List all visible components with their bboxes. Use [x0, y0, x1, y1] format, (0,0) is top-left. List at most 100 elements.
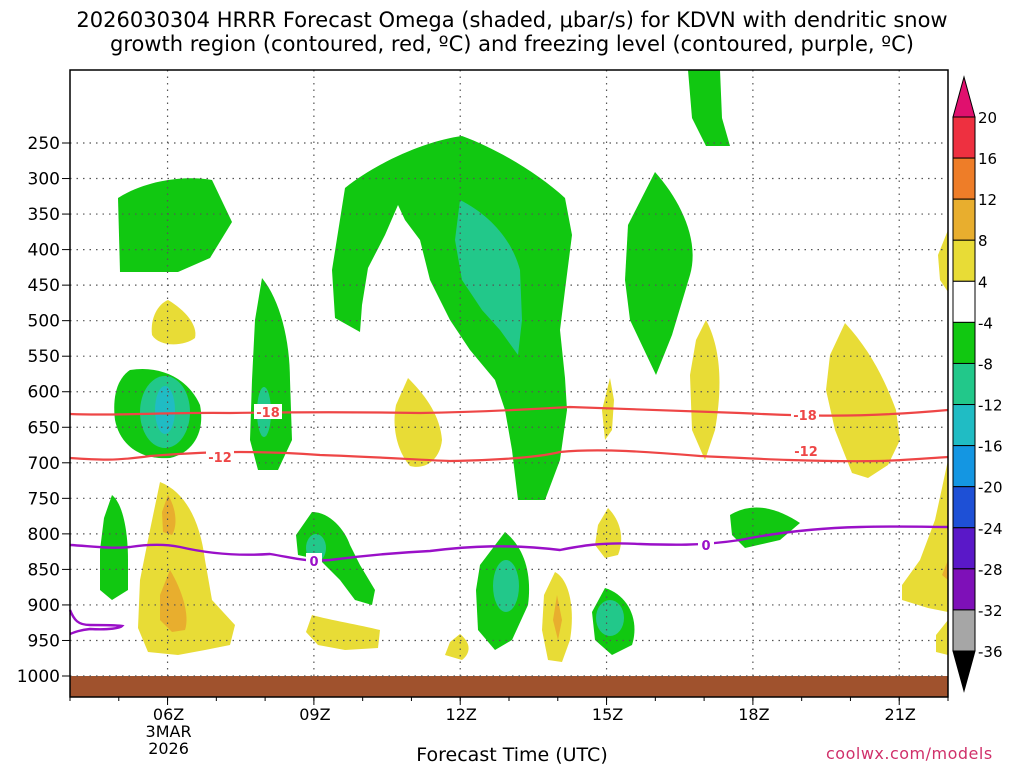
- omega-positive: [936, 620, 948, 655]
- contour-minus18: [69, 405, 949, 417]
- y-tick-label: 450: [28, 276, 60, 296]
- x-year-label: 2026: [148, 739, 189, 758]
- colorbar-swatch: [952, 568, 976, 611]
- x-tick-label: 21Z: [885, 705, 916, 724]
- contour-label-minus12-bg: [792, 443, 820, 458]
- omega-positive-core: [160, 570, 187, 632]
- y-tick-label: 500: [28, 312, 60, 332]
- colorbar-swatch: [952, 280, 976, 323]
- omega-region: [332, 136, 572, 500]
- y-tick-label: 650: [28, 418, 60, 438]
- y-tick-label: 950: [28, 631, 60, 651]
- colorbar-bottom-arrow: [952, 650, 976, 693]
- contour-label-minus12: -12: [794, 445, 818, 460]
- contour-minus12: [69, 449, 949, 463]
- omega-positive: [151, 300, 196, 345]
- colorbar-label: -36: [978, 643, 1003, 661]
- y-tick-label: 350: [28, 205, 60, 225]
- colorbar-label: -28: [978, 561, 1003, 579]
- colorbar-label: 12: [978, 191, 997, 209]
- omega-positive-core: [162, 495, 176, 535]
- colorbar-swatch: [952, 362, 976, 406]
- colorbar-label: 20: [978, 109, 997, 127]
- colorbar-label: 4: [978, 273, 988, 291]
- watermark: coolwx.com/models: [826, 744, 993, 763]
- omega-region: [250, 278, 292, 470]
- y-tick-label: 850: [28, 560, 60, 580]
- omega-positive: [938, 230, 948, 292]
- colorbar-label: 16: [978, 150, 997, 168]
- colorbar-swatch: [952, 239, 976, 282]
- colorbar-swatch: [952, 157, 976, 200]
- y-tick-label: 1000: [17, 667, 60, 687]
- omega-positive: [902, 460, 948, 612]
- colorbar-swatch: [952, 116, 976, 159]
- x-tick-label: 09Z: [299, 705, 330, 724]
- y-tick-label: 550: [28, 347, 60, 367]
- freezing-label-bg: [306, 553, 322, 568]
- growth-region-contours: [69, 404, 949, 464]
- omega-positive: [595, 508, 622, 558]
- omega-positive: [826, 323, 900, 478]
- ground-surface: [70, 676, 948, 697]
- omega-positive: [306, 615, 380, 650]
- contour-label-minus18: -18: [256, 406, 280, 421]
- x-tick-label: 06Z: [153, 705, 184, 724]
- omega-region: [118, 178, 232, 272]
- omega-core: [596, 600, 624, 636]
- colorbar-swatch: [952, 321, 976, 364]
- omega-positive-core: [942, 560, 948, 580]
- colorbar-label: -16: [978, 438, 1003, 456]
- colorbar-swatch: [952, 404, 976, 447]
- freezing-label-bg: [698, 537, 714, 552]
- title-line-1: 2026030304 HRRR Forecast Omega (shaded, …: [76, 8, 948, 32]
- contour-label-minus12: -12: [208, 451, 232, 466]
- y-tick-label: 900: [28, 596, 60, 616]
- colorbar-label: 8: [978, 232, 988, 250]
- x-tick-label: 15Z: [592, 705, 623, 724]
- colorbar-label: -8: [978, 355, 993, 373]
- colorbar-label: -4: [978, 314, 993, 332]
- y-tick-label: 800: [28, 525, 60, 545]
- omega-core: [455, 200, 522, 355]
- y-tick-label: 400: [28, 241, 60, 261]
- colorbar: [952, 75, 976, 693]
- colorbar-label: -12: [978, 397, 1003, 415]
- colorbar-swatch: [952, 486, 976, 529]
- chart-title: 2026030304 HRRR Forecast Omega (shaded, …: [0, 8, 1024, 56]
- omega-region: [625, 172, 693, 375]
- omega-positive: [138, 482, 235, 655]
- omega-shading: [100, 70, 948, 662]
- freezing-level-label: 0: [309, 555, 318, 570]
- freezing-level-contour-low: [68, 609, 125, 636]
- omega-core: [155, 386, 175, 434]
- colorbar-label: -32: [978, 602, 1003, 620]
- x-tick-label: 12Z: [446, 705, 477, 724]
- contour-label-minus18: -18: [793, 409, 817, 424]
- omega-region: [688, 70, 730, 146]
- contour-label-minus18-bg: [791, 407, 819, 422]
- y-tick-label: 300: [28, 170, 60, 190]
- colorbar-swatch: [952, 609, 976, 652]
- y-tick-label: 700: [28, 454, 60, 474]
- colorbar-top-arrow: [952, 75, 976, 118]
- colorbar-swatch: [952, 198, 976, 241]
- title-line-2: growth region (contoured, red, ºC) and f…: [110, 32, 914, 56]
- omega-positive: [394, 378, 442, 467]
- x-axis-title: Forecast Time (UTC): [416, 744, 608, 766]
- x-tick-label: 18Z: [738, 705, 769, 724]
- colorbar-swatch: [952, 527, 976, 570]
- y-tick-label: 600: [28, 383, 60, 403]
- x-date-label: 3MAR: [146, 722, 192, 741]
- colorbar-label: -20: [978, 479, 1003, 497]
- contour-label-minus18-bg: [254, 404, 282, 419]
- omega-core: [493, 560, 519, 612]
- freezing-level-contour: [69, 525, 949, 562]
- omega-positive: [690, 320, 720, 460]
- colorbar-label: -24: [978, 520, 1003, 538]
- omega-positive-core: [553, 595, 562, 640]
- omega-positive: [445, 634, 469, 660]
- y-tick-label: 250: [28, 134, 60, 154]
- colorbar-swatch: [952, 445, 976, 488]
